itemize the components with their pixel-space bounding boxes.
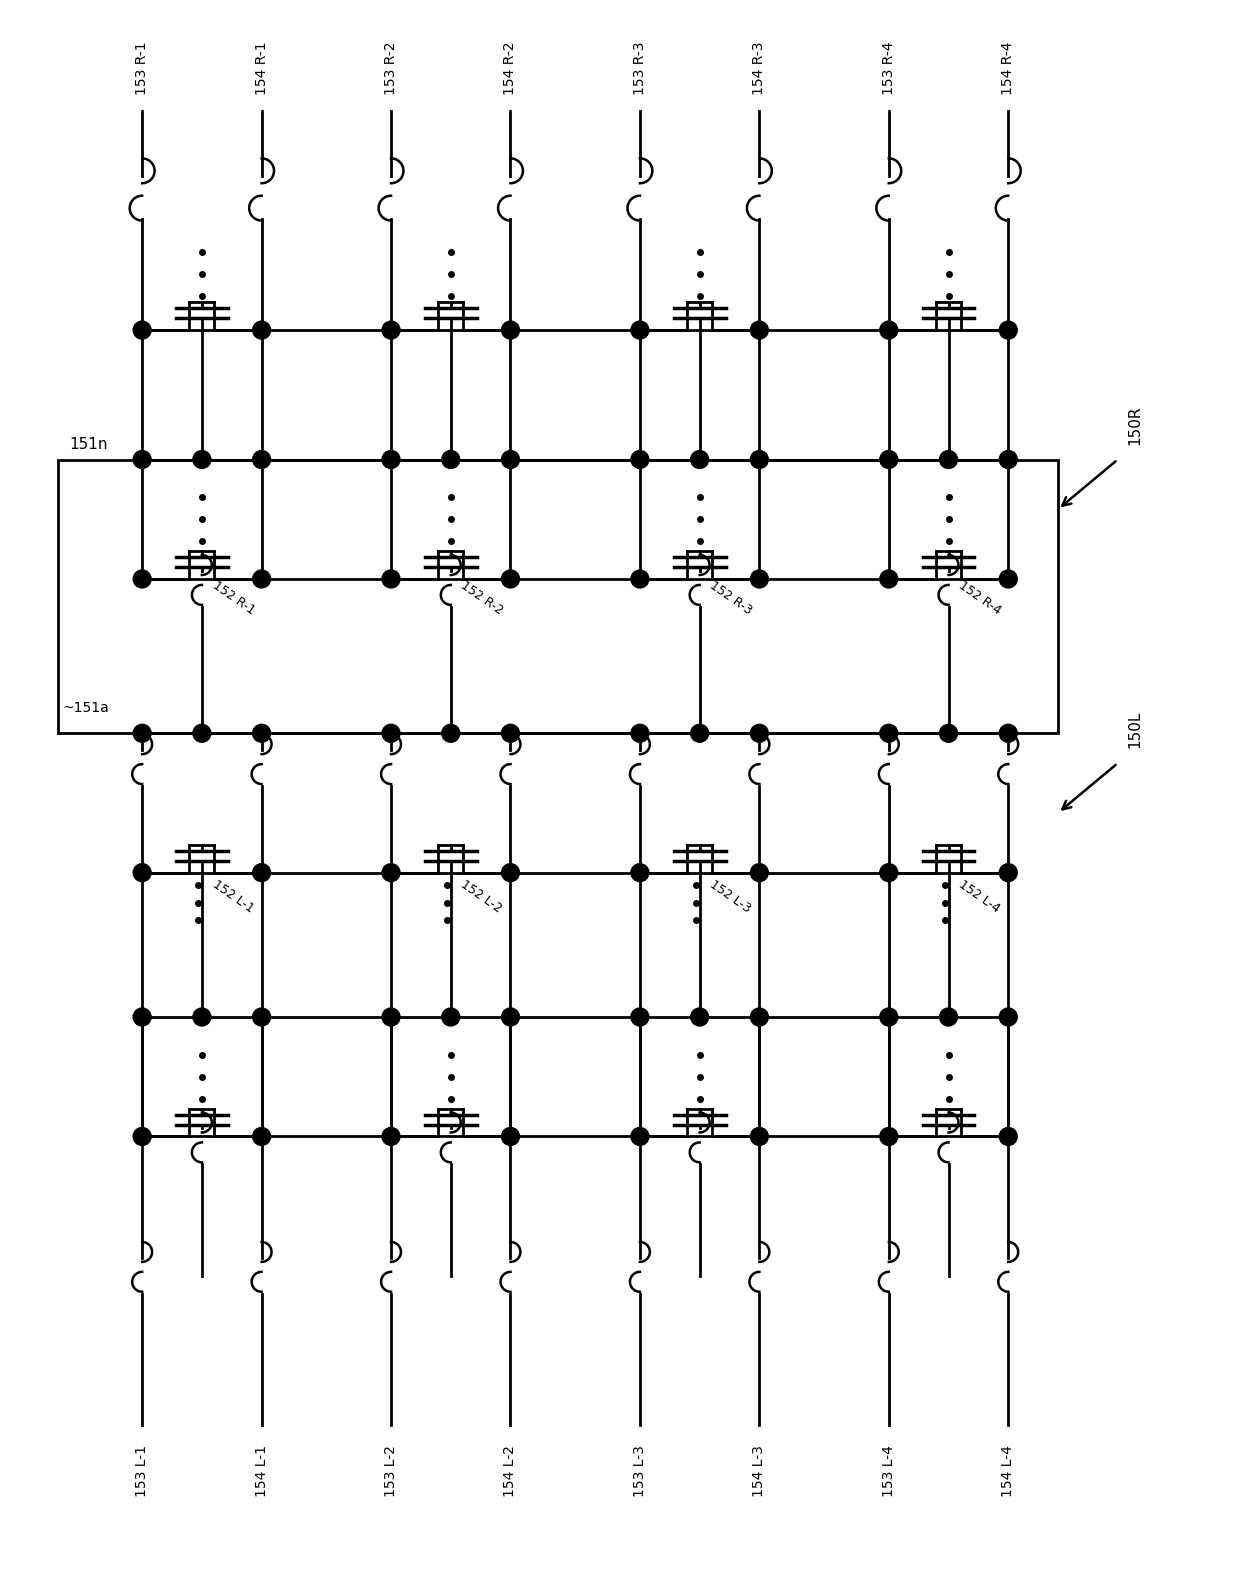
Text: 151n: 151n [69,437,108,451]
Circle shape [880,570,898,588]
Circle shape [382,570,401,588]
Circle shape [133,321,151,340]
Text: 154 L-2: 154 L-2 [503,1445,517,1497]
Circle shape [253,321,270,340]
Circle shape [253,724,270,742]
Circle shape [193,451,211,468]
Circle shape [133,1127,151,1145]
Circle shape [133,724,151,742]
Circle shape [750,864,769,881]
Circle shape [880,451,898,468]
Circle shape [999,864,1017,881]
Circle shape [631,1127,649,1145]
Circle shape [501,451,520,468]
Circle shape [631,864,649,881]
Text: 152 R-1: 152 R-1 [210,580,257,618]
Circle shape [253,1008,270,1026]
Text: 152 R-2: 152 R-2 [459,580,506,618]
Circle shape [691,724,708,742]
Circle shape [880,321,898,340]
Circle shape [501,1008,520,1026]
Circle shape [631,570,649,588]
Circle shape [750,1008,769,1026]
Text: 154 L-1: 154 L-1 [254,1445,269,1497]
Circle shape [940,724,957,742]
Circle shape [133,451,151,468]
Circle shape [750,321,769,340]
Circle shape [253,451,270,468]
Text: 153 L-1: 153 L-1 [135,1445,149,1497]
Circle shape [691,1008,708,1026]
Text: 153 R-1: 153 R-1 [135,41,149,95]
Text: 153 R-3: 153 R-3 [632,41,647,95]
Text: 152 L-3: 152 L-3 [708,878,754,915]
Circle shape [631,321,649,340]
Text: 154 L-4: 154 L-4 [1001,1445,1016,1497]
Text: 154 R-2: 154 R-2 [503,41,517,95]
Circle shape [999,1127,1017,1145]
Circle shape [253,864,270,881]
Circle shape [999,724,1017,742]
Circle shape [382,1127,401,1145]
Text: 153 R-4: 153 R-4 [882,41,895,95]
Text: 154 L-3: 154 L-3 [753,1445,766,1497]
Circle shape [133,1008,151,1026]
Circle shape [750,1127,769,1145]
Text: 154 R-3: 154 R-3 [753,41,766,95]
Bar [57,459,1058,734]
Circle shape [940,1008,957,1026]
Text: 153 L-2: 153 L-2 [384,1445,398,1497]
Text: 154 R-4: 154 R-4 [1001,41,1016,95]
Circle shape [501,864,520,881]
Circle shape [501,724,520,742]
Circle shape [880,864,898,881]
Circle shape [691,451,708,468]
Circle shape [382,321,401,340]
Circle shape [999,321,1017,340]
Text: ~151a: ~151a [62,702,109,715]
Circle shape [441,451,460,468]
Text: 152 R-4: 152 R-4 [956,580,1003,618]
Text: 154 R-1: 154 R-1 [254,41,269,95]
Circle shape [940,451,957,468]
Circle shape [999,1008,1017,1026]
Circle shape [880,724,898,742]
Circle shape [253,1127,270,1145]
Circle shape [880,1008,898,1026]
Circle shape [750,724,769,742]
Circle shape [193,1008,211,1026]
Circle shape [193,724,211,742]
Circle shape [750,451,769,468]
Circle shape [382,724,401,742]
Circle shape [133,570,151,588]
Text: 153 L-3: 153 L-3 [632,1445,647,1497]
Circle shape [441,1008,460,1026]
Circle shape [750,570,769,588]
Circle shape [631,724,649,742]
Circle shape [382,864,401,881]
Circle shape [133,864,151,881]
Circle shape [441,724,460,742]
Circle shape [999,570,1017,588]
Text: 152 L-2: 152 L-2 [459,878,505,915]
Circle shape [501,1127,520,1145]
Circle shape [999,451,1017,468]
Circle shape [253,570,270,588]
Circle shape [501,570,520,588]
Circle shape [631,451,649,468]
Text: 150L: 150L [1127,711,1143,748]
Text: 152 L-1: 152 L-1 [210,878,255,915]
Text: 152 R-3: 152 R-3 [708,580,755,618]
Text: 153 L-4: 153 L-4 [882,1445,895,1497]
Circle shape [631,1008,649,1026]
Circle shape [501,321,520,340]
Text: 153 R-2: 153 R-2 [384,41,398,95]
Text: 152 L-4: 152 L-4 [956,878,1002,915]
Circle shape [382,1008,401,1026]
Circle shape [880,1127,898,1145]
Circle shape [382,451,401,468]
Text: 150R: 150R [1127,405,1143,445]
